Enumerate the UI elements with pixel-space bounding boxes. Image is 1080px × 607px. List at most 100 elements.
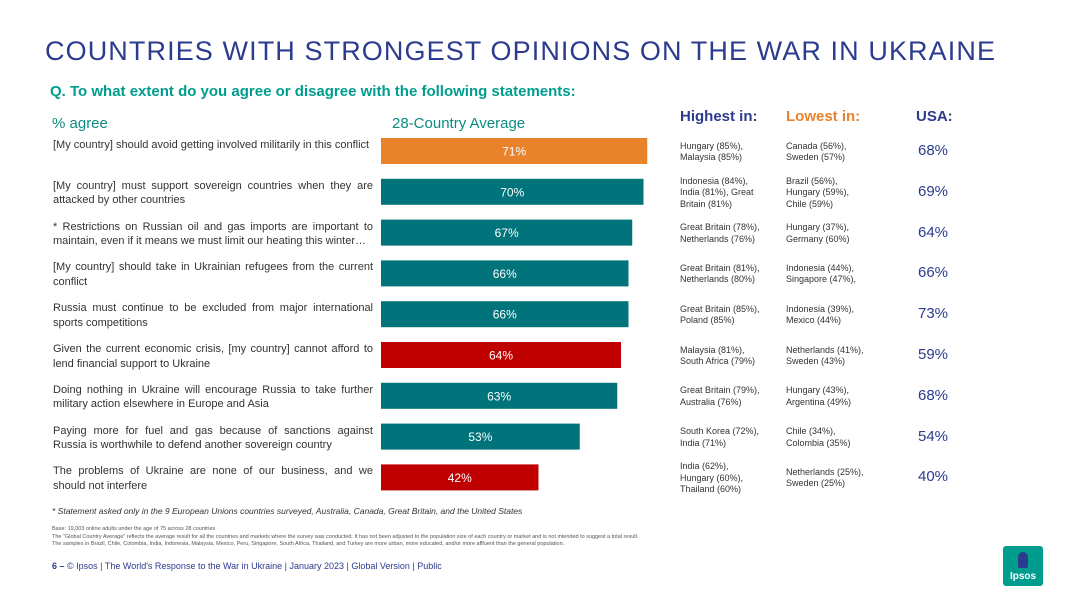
highest-cell: Great Britain (85%), Poland (85%): [680, 304, 760, 327]
cell-line: Britain (81%): [680, 198, 733, 209]
usa-value: 54%: [918, 427, 949, 445]
cell-line: Sweden (57%): [786, 152, 846, 162]
usa-value: 69%: [918, 182, 949, 200]
highest-cell: South Korea (72%), India (71%): [680, 426, 759, 449]
logo-mark-icon: [1018, 552, 1028, 568]
usa-value: 59%: [918, 346, 949, 363]
pct-agree-label: % agree: [52, 115, 108, 132]
cell-line: Canada (56%),: [786, 140, 847, 151]
cell-line: Great Britain (85%),: [680, 303, 760, 314]
lowest-cell: Chile (34%), Colombia (35%): [786, 426, 851, 449]
statement-label: [My country] should take in Ukrainian re…: [53, 261, 373, 288]
statement-label: * Restrictions on Russian oil and gas im…: [53, 220, 373, 248]
cell-line: Netherlands (76%): [680, 233, 756, 244]
bar: [381, 423, 580, 450]
cell-line: Australia (76%): [680, 396, 742, 407]
page-title: COUNTRIES WITH STRONGEST OPINIONS ON THE…: [45, 36, 997, 66]
bar: [381, 382, 618, 409]
cell-line: Colombia (35%): [786, 437, 851, 448]
bar: [381, 138, 648, 164]
lowest-cell: Netherlands (25%), Sweden (25%): [786, 467, 864, 490]
cell-line: Brazil (56%),: [786, 175, 838, 186]
statement-label: The problems of Ukraine are none of our …: [53, 465, 373, 492]
cell-line: Indonesia (84%),: [680, 175, 749, 186]
cell-line: Great Britain (81%),: [680, 262, 760, 273]
bar-value-label: 63%: [487, 389, 511, 403]
cell-line: Indonesia (44%),: [786, 262, 855, 273]
cell-line: India (71%): [680, 437, 727, 448]
usa-value: 73%: [918, 305, 949, 323]
base-notes: Base: 19,003 online adults under the age…: [52, 526, 639, 549]
lowest-cell: Hungary (43%), Argentina (49%): [786, 385, 851, 408]
bar-value-label: 53%: [468, 430, 492, 444]
base-note: Base: 19,003 online adults under the age…: [52, 526, 216, 532]
cell-line: Great Britain (78%),: [680, 222, 760, 233]
cell-line: Germany (60%): [786, 233, 850, 244]
ipsos-logo: Ipsos: [1003, 546, 1043, 586]
highest-cell: India (62%), Hungary (60%), Thailand (60%): [680, 461, 743, 496]
cell-line: Singapore (47%),: [786, 274, 857, 285]
statement-label: Paying more for fuel and gas because of …: [53, 424, 373, 452]
cell-line: South Korea (72%),: [680, 426, 760, 437]
cell-line: Chile (34%),: [786, 426, 836, 437]
footer: 6 – © Ipsos | The World's Response to th…: [52, 561, 442, 571]
bar-value-label: 71%: [502, 145, 526, 159]
cell-line: Indonesia (39%),: [786, 303, 855, 314]
cell-line: Sweden (43%): [786, 356, 846, 366]
lowest-cell: Netherlands (41%), Sweden (43%): [786, 345, 864, 368]
cell-line: Chile (59%): [786, 198, 834, 209]
bar: [381, 342, 621, 368]
question-text: Q. To what extent do you agree or disagr…: [50, 83, 576, 100]
lowest-cell: Brazil (56%), Hungary (59%), Chile (59%): [786, 176, 849, 211]
logo-text: Ipsos: [1009, 571, 1037, 582]
base-note: The samples in Brazil, Chile, Colombia, …: [52, 541, 565, 547]
cell-line: South Africa (79%): [680, 356, 756, 366]
usa-value: 66%: [918, 264, 949, 282]
bar-value-label: 70%: [500, 185, 524, 199]
bar: [381, 464, 539, 491]
cell-line: Hungary (43%),: [786, 385, 850, 396]
cell-line: Great Britain (79%),: [680, 385, 760, 396]
usa-value: 40%: [918, 468, 949, 486]
highest-cell: Malaysia (81%), South Africa (79%): [680, 345, 755, 368]
usa-value: 64%: [918, 223, 949, 241]
cell-line: Malaysia (85%): [680, 152, 743, 162]
footer-text: © Ipsos | The World's Response to the Wa…: [67, 561, 442, 571]
cell-line: Thailand (60%): [680, 484, 742, 495]
highest-header: Highest in:: [680, 108, 758, 125]
cell-line: Mexico (44%): [786, 315, 842, 326]
base-note: The "Global Country Average" reflects th…: [52, 533, 639, 540]
bar: [381, 178, 644, 205]
bar: [381, 219, 633, 246]
statement-label: [My country] should avoid getting involv…: [53, 139, 370, 151]
statement-label: Doing nothing in Ukraine will encourage …: [53, 383, 373, 411]
lowest-header: Lowest in:: [786, 108, 861, 125]
page-number: 6 –: [52, 561, 65, 571]
bar-value-label: 67%: [495, 226, 519, 240]
highest-cell: Hungary (85%), Malaysia (85%): [680, 141, 743, 164]
cell-line: Argentina (49%): [786, 396, 852, 407]
cell-line: India (62%),: [680, 461, 729, 472]
cell-line: Sweden (25%): [786, 478, 846, 489]
bar-value-label: 66%: [493, 308, 517, 322]
cell-line: Netherlands (41%),: [786, 344, 864, 355]
cell-line: Netherlands (80%): [680, 274, 756, 285]
usa-value: 68%: [918, 386, 949, 404]
cell-line: Hungary (37%),: [786, 222, 850, 233]
bar-value-label: 66%: [493, 267, 517, 281]
footnote: * Statement asked only in the 9 European…: [52, 506, 523, 516]
cell-line: Hungary (60%),: [680, 472, 744, 483]
highest-cell: Great Britain (79%), Australia (76%): [680, 385, 760, 408]
statement-label: [My country] must support sovereign coun…: [53, 179, 373, 207]
bar: [381, 260, 629, 287]
cell-line: Malaysia (81%),: [680, 344, 745, 355]
statement-label: Given the current economic crisis, [my c…: [53, 343, 373, 370]
bar: [381, 301, 629, 328]
highest-cell: Indonesia (84%), India (81%), Great Britai…: [680, 176, 754, 211]
cell-line: Poland (85%): [680, 315, 735, 326]
highest-cell: Great Britain (78%), Netherlands (76%): [680, 222, 760, 245]
cell-line: Hungary (85%),: [680, 140, 744, 151]
lowest-cell: Hungary (37%), Germany (60%): [786, 222, 850, 245]
lowest-cell: Canada (56%), Sweden (57%): [786, 141, 847, 164]
